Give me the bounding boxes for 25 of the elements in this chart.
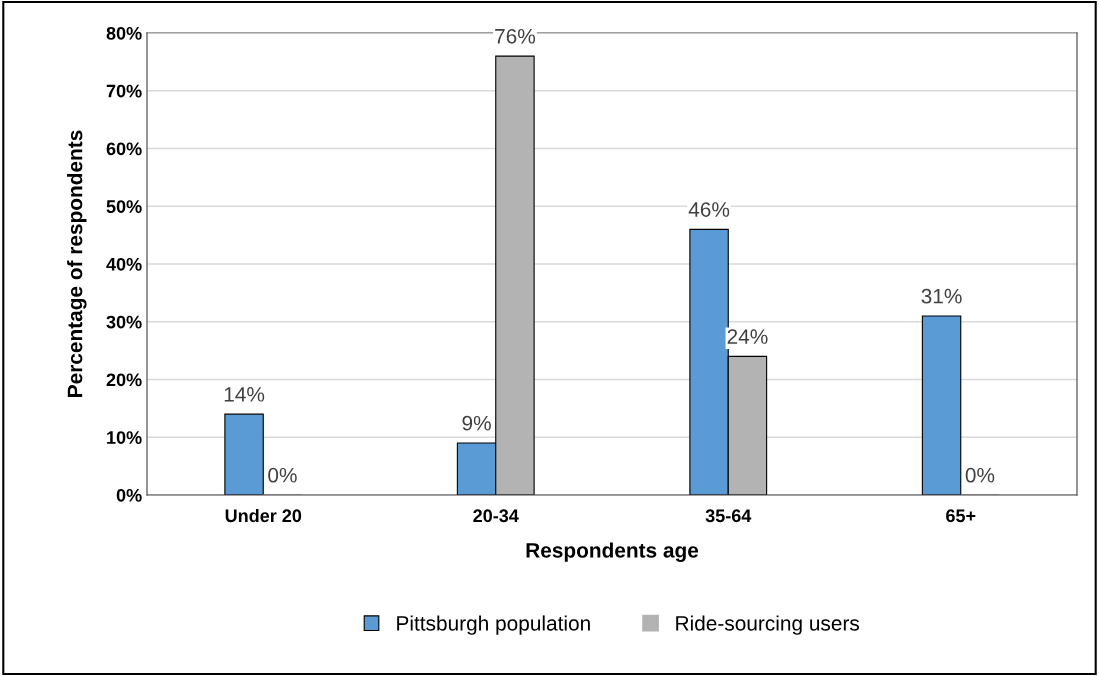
data-label: 9% — [462, 415, 491, 431]
y-tick-label: 80% — [106, 26, 142, 40]
x-tick-label: 20-34 — [473, 509, 519, 523]
data-label: 0% — [965, 467, 995, 483]
y-tick-label: 0% — [116, 488, 142, 502]
legend-label: Ride-sourcing users — [676, 615, 860, 635]
y-tick-label: 20% — [106, 373, 142, 387]
legend-label: Pittsburgh population — [397, 615, 590, 635]
data-label: 31% — [921, 288, 962, 304]
y-tick-label: 60% — [106, 142, 142, 156]
data-label: 0% — [268, 467, 297, 483]
y-tick-label: 50% — [106, 200, 142, 213]
y-tick-label: 40% — [106, 257, 142, 271]
y-tick-label: 70% — [106, 84, 142, 98]
data-label: 76% — [495, 28, 536, 44]
x-tick-label: 65+ — [946, 509, 976, 523]
x-tick-label: Under 20 — [225, 508, 302, 523]
y-tick-label: 30% — [106, 315, 142, 329]
data-label: 14% — [224, 387, 265, 402]
x-axis-title: Respondents age — [526, 542, 699, 562]
x-tick-label: 35-64 — [705, 509, 752, 523]
data-label: 24% — [727, 329, 768, 344]
y-tick-label: 10% — [107, 431, 142, 444]
data-label: 46% — [688, 202, 730, 217]
y-axis-title: Percentage of respondents — [67, 130, 87, 397]
